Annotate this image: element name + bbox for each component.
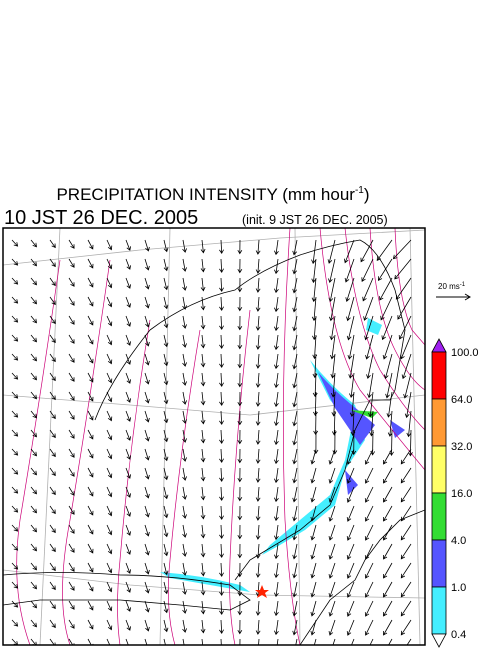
colorbar-label: 4.0 — [451, 535, 466, 547]
vector-legend-text: 20 ms — [438, 282, 460, 291]
station-marker — [255, 585, 269, 598]
colorbar: 100.0 64.0 32.0 16.0 4.0 1.0 0.4 — [431, 338, 479, 648]
valid-time: 10 JST 26 DEC. 2005 — [4, 207, 198, 229]
colorbar-label: 32.0 — [451, 441, 472, 453]
colorbar-over — [431, 338, 447, 353]
init-time: (init. 9 JST 26 DEC. 2005) — [242, 213, 388, 227]
colorbar-bin — [431, 398, 447, 447]
isobars — [16, 228, 425, 645]
map-frame — [2, 227, 426, 646]
wind-arrows — [11, 239, 413, 645]
colorbar-under — [431, 633, 447, 648]
vector-legend-superscript: -1 — [460, 282, 466, 288]
vector-legend: 20 ms-1 — [438, 282, 466, 291]
colorbar-bin — [431, 351, 447, 400]
title-superscript: -1 — [355, 185, 364, 196]
colorbar-bin — [431, 445, 447, 494]
colorbar-label: 16.0 — [451, 488, 472, 500]
title: PRECIPITATION INTENSITY (mm hour-1) — [56, 185, 369, 204]
colorbar-label: 100.0 — [451, 347, 479, 359]
precip-heavy — [318, 372, 405, 495]
colorbar-bin — [431, 492, 447, 541]
title-suffix: ) — [364, 185, 370, 204]
coastline — [3, 239, 425, 645]
colorbar-bin — [431, 586, 447, 635]
wind-vectors — [11, 239, 413, 645]
vector-legend-arrow — [436, 293, 471, 301]
colorbar-label: 64.0 — [451, 394, 472, 406]
colorbar-label: 0.4 — [451, 629, 466, 641]
colorbar-bin — [431, 539, 447, 588]
map — [3, 228, 425, 645]
title-text: PRECIPITATION INTENSITY (mm hour — [56, 185, 355, 204]
colorbar-label: 1.0 — [451, 582, 466, 594]
